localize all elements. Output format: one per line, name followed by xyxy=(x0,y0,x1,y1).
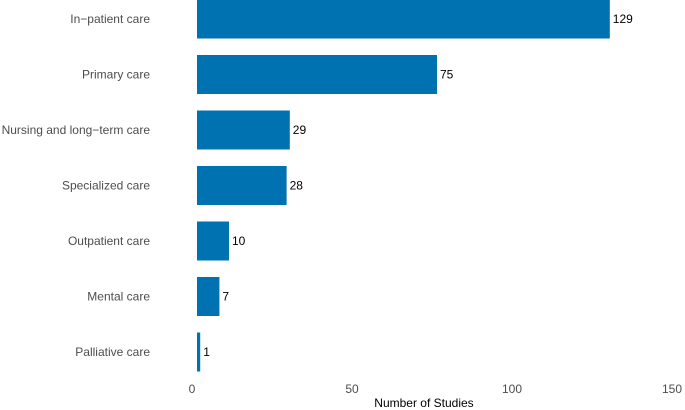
value-label-mental-care: 7 xyxy=(222,290,229,304)
bar-specialized-care xyxy=(197,166,287,205)
category-label-palliative-care: Palliative care xyxy=(75,345,150,359)
category-labels-group: In−patient care Primary care Nursing and l… xyxy=(2,12,151,359)
bar-mental-care xyxy=(197,277,220,316)
category-label-specialized-care: Specialized care xyxy=(62,179,150,193)
bar-in-patient-care xyxy=(197,0,610,39)
x-tick-label-50: 50 xyxy=(345,382,359,396)
category-label-in-patient-care: In−patient care xyxy=(70,12,150,26)
x-tick-label-150: 150 xyxy=(662,382,682,396)
x-axis-title: Number of Studies xyxy=(374,396,473,410)
category-label-nursing-and-long-term-care: Nursing and long−term care xyxy=(2,123,151,137)
bar-primary-care xyxy=(197,55,437,94)
x-tick-label-100: 100 xyxy=(502,382,522,396)
bars-group xyxy=(197,0,610,372)
value-label-primary-care: 75 xyxy=(440,68,454,82)
value-label-in-patient-care: 129 xyxy=(613,12,633,26)
value-label-palliative-care: 1 xyxy=(203,345,210,359)
x-axis-ticks-group: 0 50 100 150 xyxy=(189,382,683,396)
value-label-specialized-care: 28 xyxy=(290,179,304,193)
category-label-primary-care: Primary care xyxy=(82,68,150,82)
value-label-outpatient-care: 10 xyxy=(232,234,246,248)
x-tick-label-0: 0 xyxy=(189,382,196,396)
value-label-nursing-and-long-term-care: 29 xyxy=(293,123,307,137)
category-label-outpatient-care: Outpatient care xyxy=(68,234,150,248)
bar-outpatient-care xyxy=(197,221,229,261)
bar-nursing-and-long-term-care xyxy=(197,110,290,150)
value-labels-group: 129 75 29 28 10 7 1 xyxy=(203,12,633,359)
category-label-mental-care: Mental care xyxy=(87,290,150,304)
bar-palliative-care xyxy=(197,332,201,372)
